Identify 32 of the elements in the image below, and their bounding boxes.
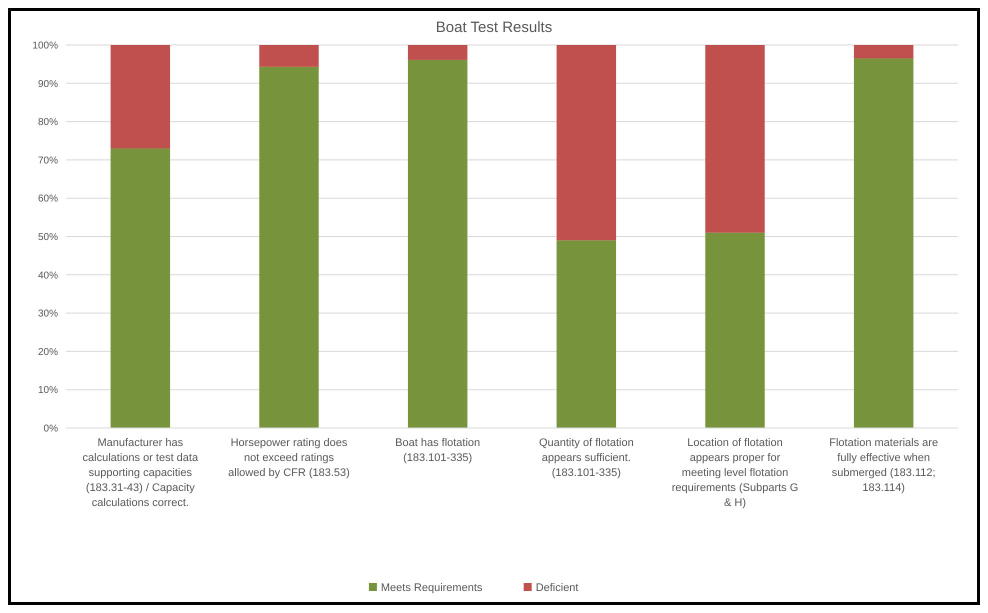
- bar: [854, 45, 914, 58]
- x-tick-label: Flotation materials are fully effective when submerged (183.112; 183.114): [829, 437, 938, 494]
- legend-label: Deficient: [536, 582, 578, 594]
- x-tick-label: Manufacturer has calculations or test data supporting capacities (183.31-43) / Capacity calculations correct.: [82, 437, 199, 509]
- bar: [556, 45, 616, 240]
- bar: [705, 45, 765, 233]
- y-tick-label: 90%: [38, 78, 58, 90]
- y-tick-label: 80%: [38, 117, 58, 128]
- y-tick-label: 50%: [38, 232, 58, 243]
- y-tick-label: 30%: [38, 308, 58, 320]
- bar: [408, 45, 468, 60]
- y-tick-label: 60%: [38, 194, 58, 205]
- x-tick-label: Boat has flotation (183.101-335): [395, 437, 480, 464]
- bar: [854, 58, 914, 428]
- y-tick-label: 100%: [32, 40, 58, 52]
- y-tick-label: 70%: [38, 155, 58, 166]
- y-tick-label: 0%: [44, 424, 58, 434]
- bar: [259, 66, 319, 428]
- bar: [110, 148, 170, 428]
- x-tick-label: Quantity of flotation appears sufficient. (183.101-335): [538, 437, 634, 479]
- legend-label: Meets Requirements: [380, 582, 483, 594]
- bar: [556, 240, 616, 428]
- chart-title: Boat Test Results: [436, 19, 552, 36]
- x-tick-label: Location of flotation appears proper for meeting level flotation requirements (Subparts G & H): [672, 437, 798, 509]
- bar: [408, 60, 468, 428]
- bar: [110, 45, 170, 148]
- y-tick-label: 10%: [38, 385, 58, 396]
- bar: [259, 45, 319, 67]
- bar: [705, 232, 765, 428]
- y-tick-label: 40%: [38, 270, 58, 282]
- x-tick-label: Horsepower rating does not exceed ratings allowed by CFR (183.53): [228, 437, 350, 479]
- y-tick-label: 20%: [38, 346, 58, 358]
